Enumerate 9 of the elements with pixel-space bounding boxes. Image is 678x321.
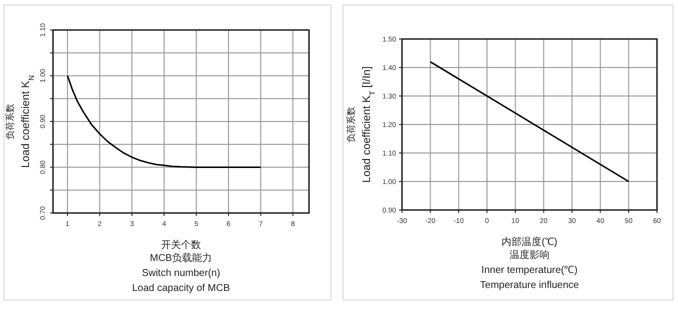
- x-axis-title: 内部温度(℃): [502, 236, 558, 248]
- text: Inner temperature(℃): [481, 265, 578, 276]
- line-series: [66, 75, 262, 168]
- text: Temperature influence: [480, 280, 580, 291]
- text: MCB负载能力: [150, 252, 212, 264]
- text: Load capacity of MCB: [132, 283, 230, 294]
- text: Switch number(n): [142, 268, 220, 279]
- x-axis-title: 开关个数: [161, 239, 201, 251]
- text: 温度影响: [510, 249, 550, 261]
